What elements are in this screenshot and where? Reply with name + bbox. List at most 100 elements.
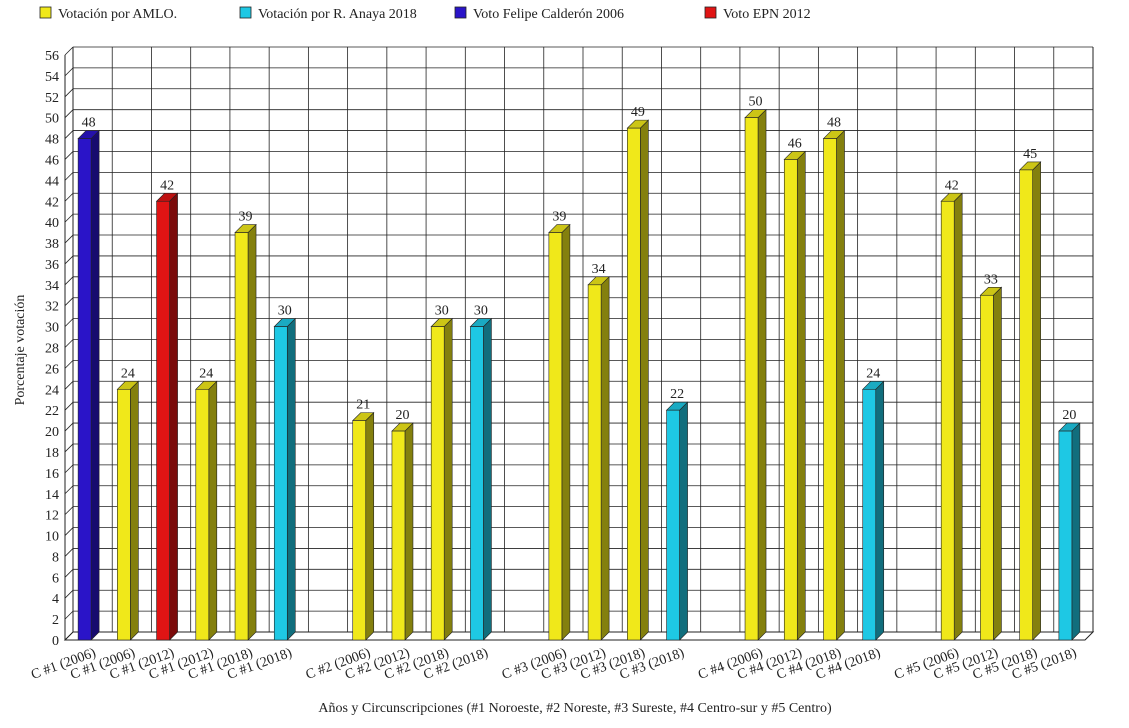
- data-label: 39: [239, 210, 253, 225]
- grid-line: [64, 318, 74, 327]
- bar-side: [640, 119, 649, 641]
- bar-side: [365, 411, 375, 641]
- data-label: 30: [474, 304, 488, 319]
- data-label: 45: [1023, 147, 1037, 162]
- bar-side: [875, 380, 885, 641]
- bar-side: [836, 129, 845, 641]
- y-tick-label: 12: [45, 509, 59, 524]
- bar: [1019, 169, 1033, 641]
- grid-line: [64, 130, 74, 139]
- grid-line: [64, 610, 74, 620]
- y-tick-label: 30: [45, 321, 59, 336]
- data-label: 42: [945, 178, 959, 193]
- bar-side: [286, 317, 296, 641]
- y-tick-label: 2: [52, 613, 59, 628]
- grid-line: [64, 276, 74, 286]
- data-label: 50: [749, 95, 763, 110]
- legend-swatch: [39, 6, 52, 19]
- bar: [666, 409, 680, 641]
- data-label: 24: [866, 366, 880, 381]
- y-tick-label: 34: [45, 279, 59, 294]
- grid-line: [64, 67, 74, 77]
- data-label: 30: [435, 304, 449, 319]
- bar: [940, 200, 955, 641]
- data-label: 20: [395, 408, 409, 423]
- data-label: 46: [788, 136, 802, 151]
- y-tick-label: 52: [45, 91, 59, 106]
- bar-side: [757, 108, 767, 641]
- y-tick-label: 26: [45, 362, 59, 377]
- y-tick-label: 54: [45, 70, 59, 85]
- grid-line: [64, 213, 74, 223]
- bar: [627, 127, 641, 641]
- grid-line: [64, 339, 74, 348]
- bar-side: [90, 129, 100, 641]
- grid-line: [64, 192, 74, 202]
- grid-line: [64, 234, 74, 244]
- grid-line: [64, 255, 74, 265]
- bar: [195, 388, 210, 641]
- legend: Votación por AMLO. Votación por R. Anaya …: [39, 6, 811, 22]
- legend-swatch: [704, 6, 717, 19]
- y-tick-label: 38: [45, 237, 59, 252]
- bar-side: [993, 286, 1002, 641]
- y-tick-label: 0: [52, 634, 59, 649]
- bar-side: [404, 422, 414, 641]
- y-tick-label: 28: [45, 342, 59, 357]
- bar-side: [600, 276, 610, 641]
- y-tick-label: 10: [45, 530, 59, 545]
- legend-label: Voto Felipe Calderón 2006: [473, 7, 624, 22]
- bar: [470, 326, 484, 641]
- y-tick-label: 14: [45, 488, 59, 503]
- grid-line: [64, 464, 74, 474]
- grid-line: [64, 506, 74, 515]
- bar: [352, 420, 367, 641]
- bar: [862, 388, 877, 641]
- grid-line: [64, 422, 74, 432]
- legend-label: Votación por AMLO.: [58, 7, 177, 22]
- bar: [273, 326, 288, 641]
- grid-line: [64, 297, 74, 306]
- grid-line: [64, 46, 74, 56]
- bar: [391, 430, 406, 641]
- bar: [980, 294, 994, 641]
- bar-side: [1071, 422, 1081, 641]
- y-tick-label: 6: [52, 571, 59, 586]
- bar: [430, 326, 445, 641]
- y-tick-label: 24: [45, 383, 59, 398]
- data-label: 21: [356, 398, 370, 413]
- bar: [744, 117, 759, 641]
- bar-side: [443, 317, 453, 641]
- bar: [783, 159, 798, 641]
- grid-line: [64, 88, 74, 98]
- bar-side: [169, 192, 178, 641]
- data-label: 39: [552, 210, 566, 225]
- bar-side: [1032, 161, 1041, 641]
- legend-label: Votación por R. Anaya 2018: [258, 7, 417, 22]
- y-tick-label: 56: [45, 49, 59, 64]
- y-tick-label: 22: [45, 404, 59, 419]
- grid-line: [64, 443, 74, 453]
- legend-swatch: [454, 6, 467, 19]
- bar-side: [247, 223, 257, 641]
- grid-line: [64, 401, 74, 411]
- data-label: 24: [199, 366, 213, 381]
- data-label: 42: [160, 178, 174, 193]
- x-axis-title: Años y Circunscripciones (#1 Noroeste, #…: [318, 701, 832, 716]
- grid-line: [64, 172, 74, 181]
- data-label: 24: [121, 366, 135, 381]
- bar-side: [208, 380, 218, 641]
- y-tick-label: 36: [45, 258, 59, 273]
- grid-line: [64, 548, 74, 557]
- y-tick-label: 42: [45, 195, 59, 210]
- bar-side: [953, 192, 963, 641]
- bar: [587, 284, 602, 641]
- bar-side: [679, 401, 688, 641]
- y-axis-title: Porcentaje votación: [13, 295, 28, 406]
- data-label: 48: [827, 116, 841, 131]
- bar-side: [796, 150, 806, 641]
- bar: [77, 138, 92, 641]
- y-tick-label: 40: [45, 216, 59, 231]
- y-tick-label: 18: [45, 446, 59, 461]
- bar-side: [483, 317, 492, 641]
